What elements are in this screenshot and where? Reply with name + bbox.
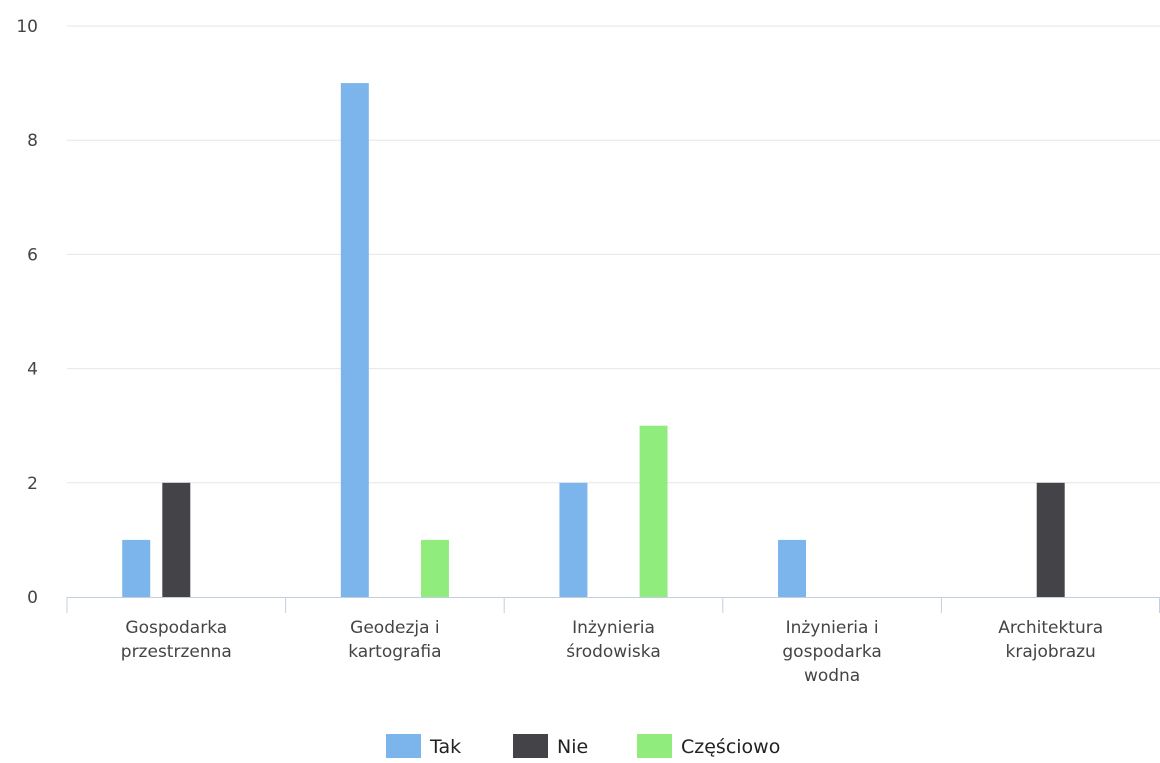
x-category-label-line: krajobrazu (1006, 642, 1096, 662)
bar-tak-3[interactable] (778, 539, 807, 597)
legend-item-tak[interactable]: Tak (386, 734, 461, 758)
bar-tak-0[interactable] (122, 539, 151, 597)
legend-swatch (637, 734, 672, 758)
legend-label: Częściowo (681, 736, 780, 758)
x-category-label: Inżynieria środowiska (566, 618, 661, 662)
legend-label: Nie (557, 736, 588, 758)
legend-item-nie[interactable]: Nie (513, 734, 588, 758)
x-category-label-line: kartografia (348, 642, 441, 662)
x-category-label: Gospodarka przestrzenna (121, 618, 232, 662)
y-tick-label: 2 (27, 474, 38, 494)
bar-nie-0[interactable] (162, 482, 191, 597)
legend-label: Tak (429, 736, 461, 758)
x-category-label-line: Architektura (998, 618, 1103, 638)
bar-tak-2[interactable] (559, 482, 588, 597)
x-category-label: Inżynieria i gospodarka wodna (782, 618, 881, 686)
x-axis: Gospodarka przestrzenna Geodezja i kartogra… (66, 597, 1160, 686)
x-category-label-line: przestrzenna (121, 642, 232, 662)
x-category-label-line: Inżynieria (572, 618, 655, 638)
y-axis-labels: 0 2 4 6 8 10 (16, 17, 38, 608)
x-category-label-line: środowiska (566, 642, 661, 662)
bar-częściowo-1[interactable] (420, 539, 449, 597)
x-category-label: Architektura krajobrazu (998, 618, 1103, 662)
x-category-label-line: Gospodarka (125, 618, 227, 638)
y-tick-label: 4 (27, 360, 38, 380)
y-tick-label: 0 (27, 588, 38, 608)
x-category-label-line: wodna (804, 666, 860, 686)
y-tick-label: 8 (27, 131, 38, 151)
x-category-label-line: gospodarka (782, 642, 881, 662)
bar-częściowo-2[interactable] (639, 425, 668, 597)
y-tick-label: 10 (16, 17, 38, 37)
bar-nie-4[interactable] (1036, 482, 1065, 597)
bar-tak-1[interactable] (340, 83, 369, 598)
y-tick-label: 6 (27, 245, 38, 265)
legend-item-częściowo[interactable]: Częściowo (637, 734, 780, 758)
legend-swatch (386, 734, 421, 758)
bars (122, 83, 1065, 598)
x-category-label: Geodezja i kartografia (348, 618, 441, 662)
gridlines (67, 25, 1160, 484)
x-category-label-line: Inżynieria i (786, 618, 879, 638)
legend[interactable]: Tak Nie Częściowo (386, 734, 780, 758)
legend-swatch (513, 734, 548, 758)
x-category-label-line: Geodezja i (350, 618, 439, 638)
